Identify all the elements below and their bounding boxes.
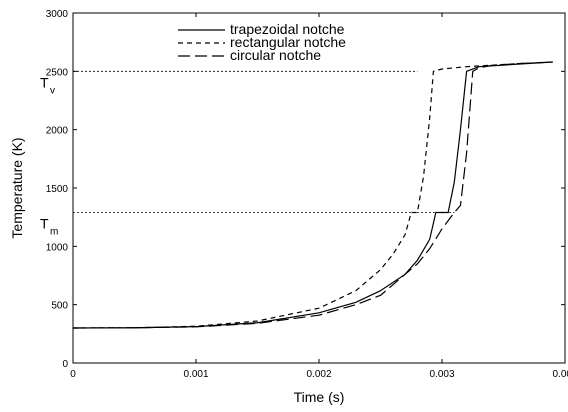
y-tick-label: 500 <box>51 301 68 312</box>
y-tick-label: 1000 <box>46 242 69 253</box>
x-axis-label: Time (s) <box>294 389 345 405</box>
x-tick-label: 0.001 <box>183 369 208 380</box>
series-line <box>72 61 553 329</box>
x-tick-label: 0.003 <box>429 369 454 380</box>
legend-label: trapezoidal notche <box>230 21 345 37</box>
reference-label: T <box>40 216 49 232</box>
x-tick-label: 0.002 <box>306 369 331 380</box>
y-tick-label: 0 <box>62 359 68 370</box>
series-line <box>72 61 553 329</box>
y-tick-label: 1500 <box>46 184 69 195</box>
legend-label: circular notche <box>230 47 321 63</box>
y-tick-label: 2500 <box>46 67 69 78</box>
y-axis-label: Temperature (K) <box>9 137 25 238</box>
reference-subscript: m <box>50 227 58 238</box>
x-tick-label: 0 <box>70 369 76 380</box>
reference-label: T <box>40 74 49 90</box>
y-tick-label: 2000 <box>46 126 69 137</box>
legend-label: rectangular notche <box>230 34 346 50</box>
y-tick-label: 3000 <box>46 9 69 20</box>
reference-subscript: v <box>50 85 55 96</box>
x-tick-label: 0.004 <box>552 369 568 380</box>
series-line <box>72 61 553 329</box>
